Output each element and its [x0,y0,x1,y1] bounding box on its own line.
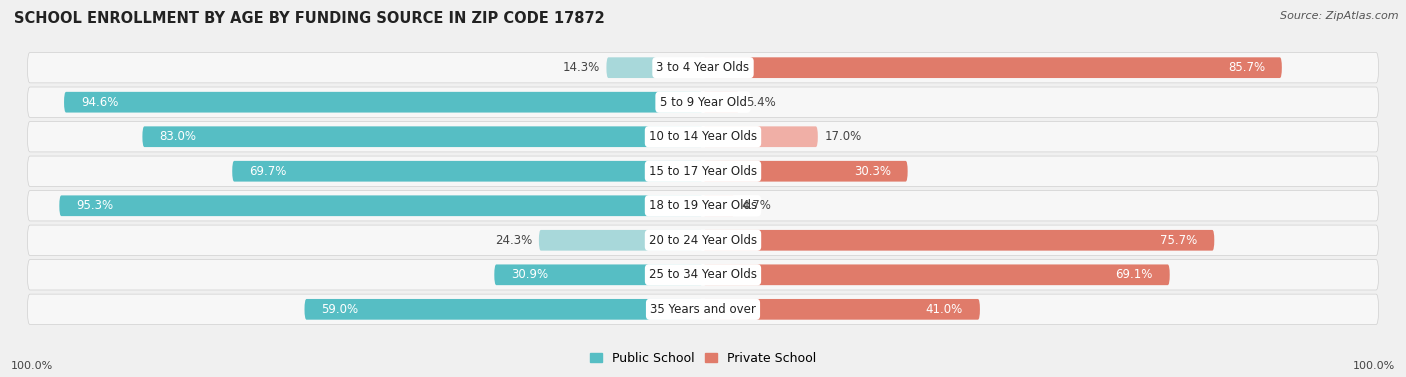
Text: 4.7%: 4.7% [741,199,772,212]
FancyBboxPatch shape [232,161,703,182]
Text: Source: ZipAtlas.com: Source: ZipAtlas.com [1281,11,1399,21]
FancyBboxPatch shape [28,121,1378,152]
Text: 100.0%: 100.0% [1353,361,1395,371]
FancyBboxPatch shape [28,294,1378,325]
Text: 5.4%: 5.4% [747,96,776,109]
Text: 3 to 4 Year Olds: 3 to 4 Year Olds [657,61,749,74]
FancyBboxPatch shape [538,230,703,251]
Text: 69.7%: 69.7% [249,165,287,178]
FancyBboxPatch shape [495,264,703,285]
Legend: Public School, Private School: Public School, Private School [586,348,820,368]
FancyBboxPatch shape [28,52,1378,83]
Text: 18 to 19 Year Olds: 18 to 19 Year Olds [650,199,756,212]
FancyBboxPatch shape [28,225,1378,256]
FancyBboxPatch shape [703,299,980,320]
FancyBboxPatch shape [606,57,703,78]
Text: 10 to 14 Year Olds: 10 to 14 Year Olds [650,130,756,143]
FancyBboxPatch shape [703,126,818,147]
FancyBboxPatch shape [28,260,1378,290]
Text: 20 to 24 Year Olds: 20 to 24 Year Olds [650,234,756,247]
Text: 25 to 34 Year Olds: 25 to 34 Year Olds [650,268,756,281]
Text: 94.6%: 94.6% [82,96,118,109]
Text: 15 to 17 Year Olds: 15 to 17 Year Olds [650,165,756,178]
FancyBboxPatch shape [703,195,735,216]
Text: 83.0%: 83.0% [159,130,197,143]
FancyBboxPatch shape [703,57,1282,78]
Text: 30.9%: 30.9% [512,268,548,281]
FancyBboxPatch shape [703,161,908,182]
FancyBboxPatch shape [305,299,703,320]
FancyBboxPatch shape [703,264,1170,285]
Text: 100.0%: 100.0% [11,361,53,371]
Text: 35 Years and over: 35 Years and over [650,303,756,316]
Text: 59.0%: 59.0% [322,303,359,316]
Text: 30.3%: 30.3% [853,165,891,178]
FancyBboxPatch shape [28,156,1378,187]
Text: SCHOOL ENROLLMENT BY AGE BY FUNDING SOURCE IN ZIP CODE 17872: SCHOOL ENROLLMENT BY AGE BY FUNDING SOUR… [14,11,605,26]
Text: 69.1%: 69.1% [1115,268,1153,281]
FancyBboxPatch shape [28,190,1378,221]
FancyBboxPatch shape [703,230,1215,251]
Text: 14.3%: 14.3% [562,61,599,74]
FancyBboxPatch shape [65,92,703,113]
Text: 24.3%: 24.3% [495,234,531,247]
FancyBboxPatch shape [142,126,703,147]
Text: 85.7%: 85.7% [1227,61,1265,74]
FancyBboxPatch shape [703,92,740,113]
FancyBboxPatch shape [59,195,703,216]
Text: 75.7%: 75.7% [1160,234,1198,247]
FancyBboxPatch shape [28,87,1378,117]
Text: 17.0%: 17.0% [824,130,862,143]
Text: 95.3%: 95.3% [76,199,114,212]
Text: 41.0%: 41.0% [925,303,963,316]
Text: 5 to 9 Year Old: 5 to 9 Year Old [659,96,747,109]
